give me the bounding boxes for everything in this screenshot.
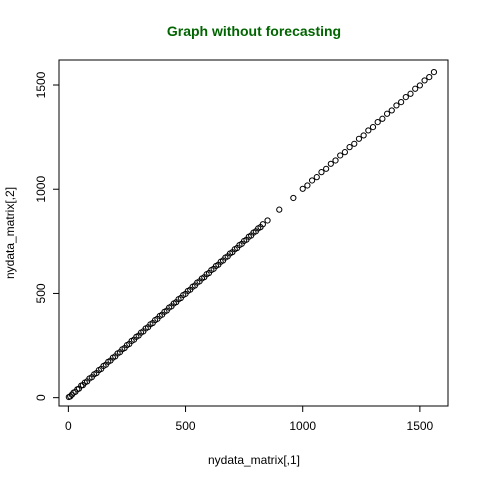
data-point bbox=[67, 393, 74, 400]
data-point bbox=[355, 135, 363, 142]
data-point bbox=[318, 169, 325, 176]
data-point bbox=[304, 182, 311, 189]
data-point bbox=[421, 77, 428, 84]
data-point bbox=[341, 149, 348, 156]
data-point bbox=[351, 140, 358, 147]
data-point bbox=[313, 174, 320, 181]
data-point bbox=[337, 152, 344, 159]
data-point bbox=[374, 119, 381, 126]
x-tick-label: 1000 bbox=[289, 419, 316, 433]
data-point bbox=[346, 144, 353, 151]
data-point bbox=[398, 99, 405, 106]
y-tick-label: 0 bbox=[34, 394, 48, 401]
data-point bbox=[412, 85, 419, 92]
data-point bbox=[426, 73, 433, 81]
x-tick-label: 1500 bbox=[407, 419, 434, 433]
chart-title: Graph without forecasting bbox=[167, 23, 341, 39]
x-axis-label: nydata_matrix[,1] bbox=[208, 453, 300, 467]
plot-frame bbox=[58, 59, 449, 407]
data-point bbox=[402, 94, 409, 101]
data-points bbox=[65, 68, 438, 401]
data-point bbox=[407, 90, 414, 97]
y-tick-label: 1500 bbox=[34, 71, 48, 98]
data-point bbox=[327, 160, 334, 167]
y-axis-label: nydata_matrix[,2] bbox=[3, 187, 17, 279]
data-point bbox=[299, 185, 306, 192]
x-tick-label: 500 bbox=[176, 419, 196, 433]
data-point bbox=[323, 165, 330, 172]
data-point bbox=[259, 221, 266, 228]
data-point bbox=[360, 132, 367, 139]
data-point bbox=[388, 107, 395, 114]
data-point bbox=[365, 127, 372, 134]
data-point bbox=[369, 124, 377, 131]
data-point bbox=[393, 102, 400, 109]
data-point bbox=[379, 115, 386, 122]
x-tick-label: 0 bbox=[65, 419, 72, 433]
data-point bbox=[276, 206, 283, 213]
y-tick-label: 1000 bbox=[34, 176, 48, 203]
data-point bbox=[430, 68, 438, 76]
y-tick-label: 500 bbox=[34, 283, 48, 303]
data-point bbox=[416, 82, 423, 89]
data-point bbox=[332, 157, 339, 164]
data-point bbox=[308, 177, 316, 184]
y-axis-ticks: 0 500 1000 1500 bbox=[34, 71, 59, 401]
data-point bbox=[264, 217, 271, 224]
data-point bbox=[290, 194, 297, 202]
data-point bbox=[383, 110, 391, 117]
x-axis-ticks: 0 500 1000 1500 bbox=[65, 406, 434, 433]
